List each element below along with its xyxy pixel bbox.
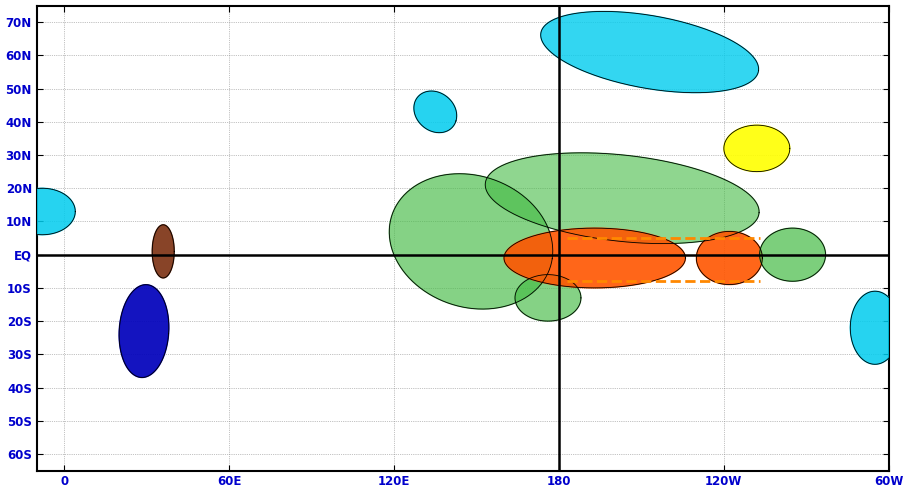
Polygon shape [515, 275, 581, 321]
Polygon shape [724, 125, 790, 171]
Polygon shape [9, 188, 75, 235]
Polygon shape [389, 174, 553, 309]
Polygon shape [541, 11, 759, 93]
Polygon shape [119, 285, 169, 377]
Polygon shape [696, 231, 763, 285]
Polygon shape [760, 228, 825, 281]
Polygon shape [504, 228, 685, 288]
Polygon shape [850, 291, 900, 364]
Polygon shape [485, 153, 759, 244]
Polygon shape [414, 91, 456, 133]
Polygon shape [152, 225, 175, 278]
